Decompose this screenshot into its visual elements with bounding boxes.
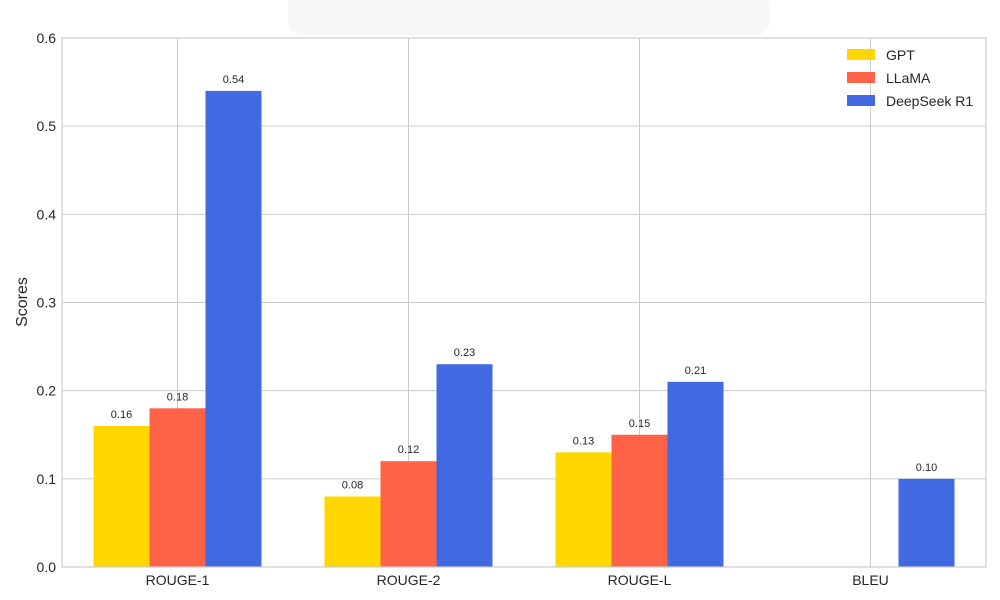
x-tick-label: ROUGE-L	[608, 572, 672, 588]
data-label: 0.12	[398, 444, 419, 456]
legend-label: DeepSeek R1	[886, 93, 973, 109]
y-tick-label: 0.0	[37, 559, 57, 575]
bar-deepseek-r1-rouge-l	[667, 381, 724, 567]
bar-llama-rouge-l	[611, 434, 668, 567]
bar-gpt-rouge-l	[555, 452, 612, 567]
y-tick-label: 0.3	[37, 295, 57, 311]
data-label: 0.08	[342, 479, 363, 491]
data-label: 0.10	[916, 462, 937, 474]
bar-gpt-rouge-2	[324, 496, 381, 567]
legend-label: LLaMA	[886, 70, 931, 86]
data-label: 0.18	[167, 391, 188, 403]
bar-deepseek-r1-rouge-1	[205, 90, 262, 568]
y-tick-label: 0.5	[37, 118, 57, 134]
legend: GPT LLaMA DeepSeek R1	[847, 47, 973, 109]
legend-swatch	[847, 95, 875, 106]
y-tick-label: 0.4	[37, 206, 57, 222]
data-label: 0.54	[223, 74, 244, 86]
top-overlay	[288, 0, 770, 36]
x-tick-label: ROUGE-1	[146, 572, 210, 588]
data-label: 0.16	[111, 409, 132, 421]
bar-llama-rouge-2	[380, 461, 437, 567]
plot-frame	[61, 37, 987, 568]
data-label: 0.21	[685, 365, 706, 377]
bar-deepseek-r1-bleu	[898, 478, 955, 567]
y-tick-label: 0.2	[37, 383, 57, 399]
y-axis-label: Scores	[14, 277, 31, 327]
data-label: 0.15	[629, 418, 650, 430]
bar-gpt-rouge-1	[93, 425, 150, 567]
y-tick-label: 0.1	[37, 471, 57, 487]
data-label: 0.13	[573, 435, 594, 447]
bar-llama-rouge-1	[149, 408, 206, 567]
legend-swatch	[847, 49, 875, 60]
legend-swatch	[847, 72, 875, 83]
data-label: 0.23	[454, 347, 475, 359]
x-tick-label: ROUGE-2	[377, 572, 441, 588]
y-tick-label: 0.6	[37, 30, 57, 46]
x-tick-label: BLEU	[852, 572, 889, 588]
bar-deepseek-r1-rouge-2	[436, 364, 493, 567]
legend-label: GPT	[886, 47, 915, 63]
